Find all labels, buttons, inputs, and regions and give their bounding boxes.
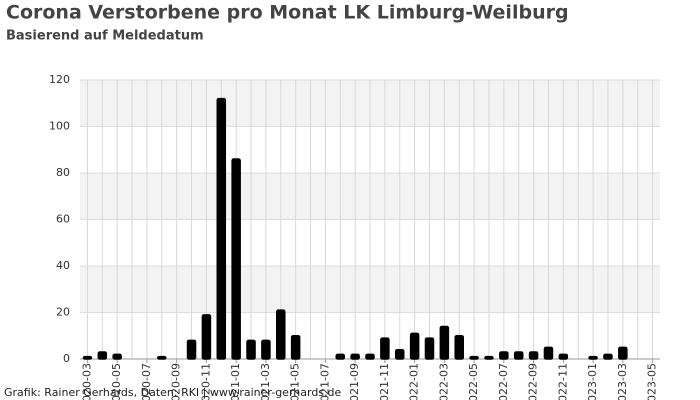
bar [588,355,598,360]
x-tick-label: 2023-05 [646,363,659,400]
x-tick-label: 2022-05 [467,363,480,400]
x-tick-label: 2022-11 [556,363,569,400]
bar [246,339,256,360]
bar [469,355,479,360]
x-tick-label: 2020-03 [80,363,93,400]
x-tick-label: 2020-09 [170,363,183,400]
x-tick-label: 2020-07 [140,363,153,400]
y-tick-label: 0 [63,352,70,365]
x-tick-label: 2021-09 [348,363,361,400]
x-tick-label: 2022-07 [497,363,510,400]
x-tick-label: 2023-01 [586,363,599,400]
x-tick-label: 2022-09 [527,363,540,400]
x-tick-label: 2021-11 [378,363,391,400]
y-tick-label: 80 [56,166,70,179]
x-tick-label: 2021-07 [318,363,331,400]
bar [290,335,301,360]
bar [276,309,286,360]
y-tick-label: 40 [56,259,70,272]
bar [484,355,494,360]
y-tick-label: 20 [56,306,70,319]
bar [186,339,197,360]
bar [558,353,569,360]
bar [112,353,122,360]
x-tick-label: 2021-03 [259,363,272,400]
x-tick-label: 2020-05 [110,363,123,400]
bar [97,351,108,360]
bar [603,353,613,360]
chart-title: Corona Verstorbene pro Monat LK Limburg-… [6,2,569,24]
bar [543,346,554,360]
bar [380,337,390,360]
bar [201,314,212,360]
bar [82,355,93,360]
bar [409,332,420,360]
plot-area: 0 20 40 60 80 100 120 2020-03 2020-05 2020-07 2020… [49,73,660,400]
bar [157,355,167,360]
footer: Grafik: Rainer Gerhards, Daten: RKI | ww… [4,386,342,399]
bar [618,346,628,360]
x-tick-label: 2020-11 [199,363,212,400]
y-tick-label: 100 [49,120,70,133]
bar [394,348,405,360]
bar [216,97,227,360]
bar [454,335,464,360]
x-tick-label: 2021-01 [229,363,242,400]
bar [513,351,524,360]
x-tick-label: 2022-03 [437,363,450,400]
bar [528,351,539,360]
bar [335,353,346,360]
y-tick-label: 60 [56,213,70,226]
bar [365,353,375,360]
x-tick-label: 2022-01 [408,363,421,400]
bar [499,351,509,360]
x-tick-label: 2023-03 [616,363,629,400]
bar [261,339,271,360]
bar [424,337,435,360]
x-tick-label: 2021-05 [289,363,302,400]
y-tick-label: 120 [49,73,70,86]
bar [350,353,360,360]
bar [231,158,241,360]
bar [439,325,450,360]
chart-subtitle: Basierend auf Meldedatum [6,29,204,44]
